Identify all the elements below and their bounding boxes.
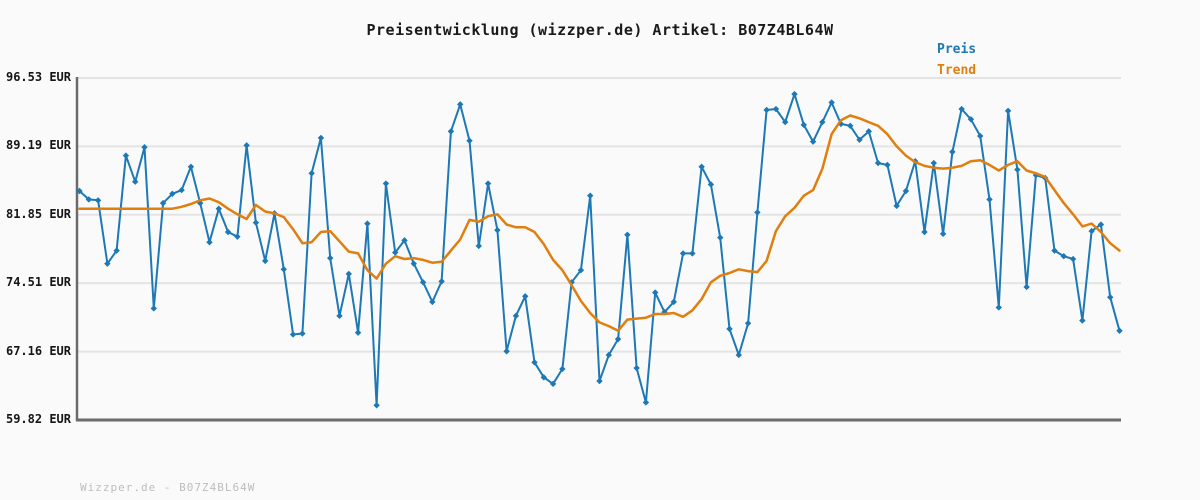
watermark-label: Wizzper.de - B07Z4BL64W bbox=[80, 481, 256, 494]
y-axis-tick-label: 59.82 EUR bbox=[5, 412, 71, 426]
y-axis-tick-label: 89.19 EUR bbox=[5, 138, 71, 153]
legend-item-trend: Trend bbox=[937, 63, 977, 78]
chart-title: Preisentwicklung (wizzper.de) Artikel: B… bbox=[366, 21, 834, 39]
series-markers-preis bbox=[76, 90, 1123, 409]
y-axis-tick-label: 74.51 EUR bbox=[5, 275, 71, 290]
series-line-preis bbox=[78, 93, 1121, 407]
chart-legend: Preis Trend bbox=[937, 39, 976, 81]
series-line-trend bbox=[78, 114, 1121, 333]
legend-item-preis: Preis bbox=[937, 42, 977, 57]
y-axis-tick-label: 67.16 EUR bbox=[5, 343, 71, 358]
y-axis-tick-label: 81.85 EUR bbox=[5, 206, 71, 221]
y-axis-tick-label: 96.53 EUR bbox=[5, 70, 71, 84]
